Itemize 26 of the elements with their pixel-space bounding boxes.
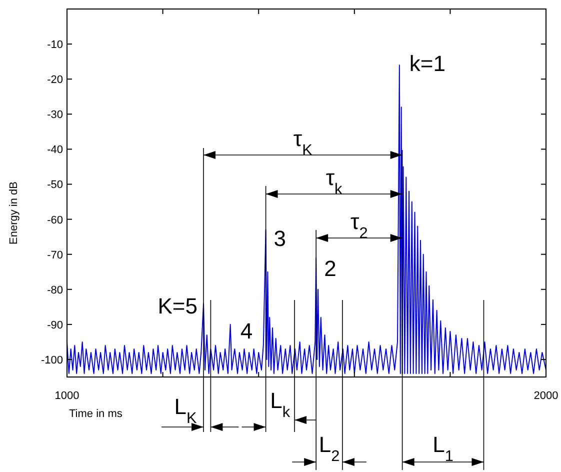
y-tick-label: -100 xyxy=(40,354,63,366)
annotation: τ$_{k}$ xyxy=(326,165,343,198)
y-axis-title: Energy in dB xyxy=(8,182,20,244)
y-tick-label: -20 xyxy=(47,74,63,86)
annotation: τ$_{2}$ xyxy=(350,209,368,242)
text: L$_{1}$ xyxy=(432,432,454,464)
x-tick-label: 2000 xyxy=(534,390,558,402)
y-tick-label: -80 xyxy=(47,284,63,296)
x-tick-label: 1000 xyxy=(54,390,80,402)
y-tick-label: -40 xyxy=(47,144,63,156)
y-tick-label: -70 xyxy=(47,249,63,262)
annotation: K=5 xyxy=(158,293,198,318)
text: L$_{k}$ xyxy=(270,388,290,420)
x-axis-title: Time in ms xyxy=(69,408,123,420)
annotation: 3 xyxy=(274,226,286,251)
text: L$_{2}$ xyxy=(318,432,340,464)
y-tick-label: -60 xyxy=(47,214,63,226)
y-tick-label: -50 xyxy=(47,179,63,192)
annotation: 2 xyxy=(324,256,336,281)
y-tick-label: -10 xyxy=(47,39,63,52)
annotation: k=1 xyxy=(409,51,446,76)
text: L$_{K}$ xyxy=(174,394,198,426)
y-tick-label: -30 xyxy=(47,109,63,122)
annotation: τ$_{K}$ xyxy=(293,126,314,158)
y-tick-label: -90 xyxy=(47,319,63,332)
annotation: 4 xyxy=(240,318,253,344)
